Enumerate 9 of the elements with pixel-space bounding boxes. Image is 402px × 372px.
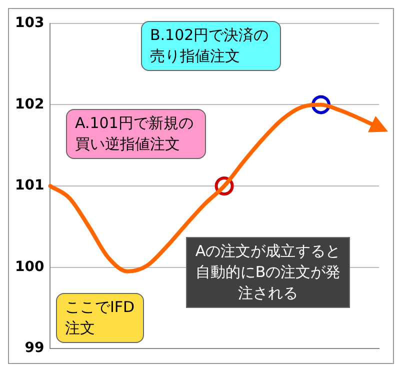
y-tick-label: 103: [14, 15, 44, 32]
annotation: B.102円で決済の売り指値注文: [141, 21, 281, 71]
y-tick-label: 99: [24, 340, 44, 356]
y-tick-label: 100: [14, 258, 44, 275]
annotation: A.101円で新規の買い逆指値注文: [66, 109, 206, 159]
y-tick-label: 102: [14, 96, 44, 112]
annotation: ここでIFD注文: [56, 293, 144, 343]
annotation: Aの注文が成立すると自動的にBの注文が発注される: [186, 237, 350, 308]
y-tick-label: 101: [14, 178, 44, 194]
